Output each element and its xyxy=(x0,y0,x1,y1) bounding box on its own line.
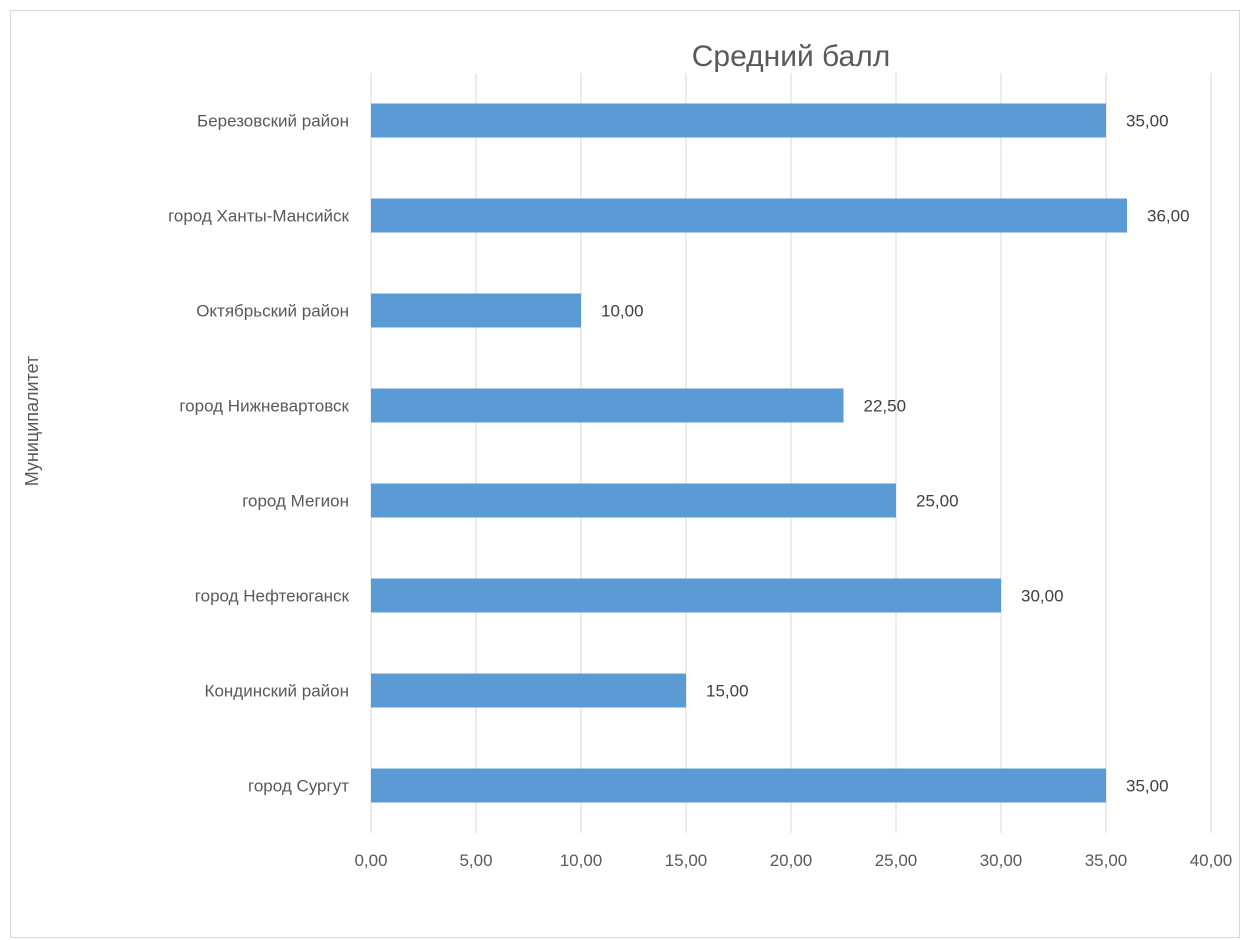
bar-chart: Средний балл Муниципалитет 35,00 36,00 10,… xyxy=(22,40,1232,870)
category-label: город Ханты-Мансийск xyxy=(168,207,349,226)
x-tick-labels: 0,00 5,00 10,00 15,00 20,00 25,00 30,00 35,00 40… xyxy=(354,851,1232,870)
bars xyxy=(371,103,1127,803)
bar xyxy=(371,293,581,328)
category-labels: Березовский район город Ханты-Мансийск Окт… xyxy=(168,112,349,796)
bar xyxy=(371,388,844,423)
x-tick-label: 40,00 xyxy=(1190,851,1233,870)
data-label: 30,00 xyxy=(1021,587,1064,606)
gridlines xyxy=(370,73,1212,833)
chart-title: Средний балл xyxy=(692,40,891,73)
bar xyxy=(371,578,1001,613)
bar xyxy=(371,198,1127,233)
x-tick-label: 25,00 xyxy=(875,851,918,870)
bar xyxy=(371,768,1106,803)
y-axis-title: Муниципалитет xyxy=(22,356,42,487)
chart-area: Средний балл Муниципалитет 35,00 36,00 10,… xyxy=(10,10,1240,938)
x-tick-label: 35,00 xyxy=(1085,851,1128,870)
category-label: Октябрьский район xyxy=(196,302,349,321)
x-tick-label: 0,00 xyxy=(354,851,387,870)
data-label: 22,50 xyxy=(864,397,907,416)
data-label: 15,00 xyxy=(706,682,749,701)
data-label: 35,00 xyxy=(1126,112,1169,131)
data-label: 10,00 xyxy=(601,302,644,321)
category-label: город Нижневартовск xyxy=(179,397,349,416)
data-labels: 35,00 36,00 10,00 22,50 25,00 30,00 15,00 35,00 xyxy=(601,112,1190,796)
x-tick-label: 20,00 xyxy=(770,851,813,870)
bar xyxy=(371,483,896,518)
data-label: 25,00 xyxy=(916,492,959,511)
category-label: Кондинский район xyxy=(205,682,349,701)
x-tick-label: 30,00 xyxy=(980,851,1023,870)
x-tick-label: 15,00 xyxy=(665,851,708,870)
x-tick-label: 10,00 xyxy=(560,851,603,870)
data-label: 36,00 xyxy=(1147,207,1190,226)
x-tick-label: 5,00 xyxy=(459,851,492,870)
category-label: город Сургут xyxy=(248,777,349,796)
category-label: город Мегион xyxy=(242,492,349,511)
data-label: 35,00 xyxy=(1126,777,1169,796)
category-label: Березовский район xyxy=(197,112,349,131)
bar xyxy=(371,673,686,708)
bar xyxy=(371,103,1106,138)
category-label: город Нефтеюганск xyxy=(195,587,350,606)
